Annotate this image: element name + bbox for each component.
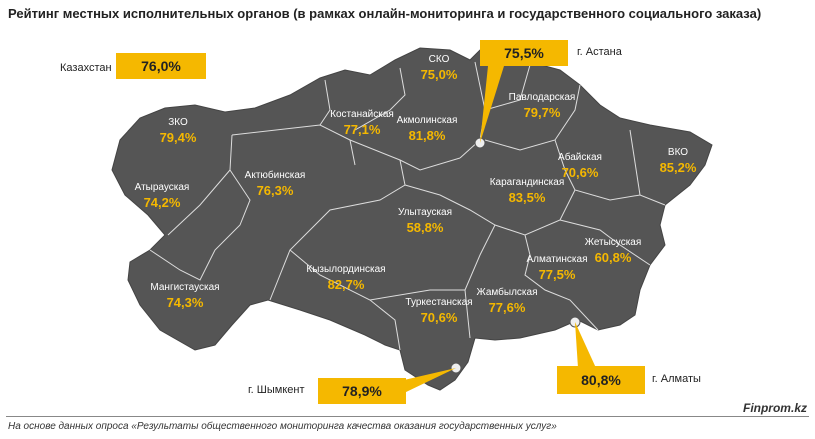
page-title: Рейтинг местных исполнительных органов (… (8, 6, 762, 21)
almaty-value: 80,8% (557, 366, 645, 394)
region-labels: СКО 75,0% ЗКО 79,4% Костанайская 77,1% Акмолин… (135, 54, 697, 325)
region-value-zhambyl: 77,6% (489, 300, 526, 315)
region-value-karaganda: 83,5% (509, 190, 546, 205)
shymkent-pointer (404, 368, 456, 393)
astana-value: 75,5% (480, 40, 568, 66)
region-value-atyrau: 74,2% (144, 195, 181, 210)
region-name-ulytau: Улытауская (398, 207, 452, 218)
almaty-pointer (575, 322, 596, 368)
country-shape (111, 47, 713, 391)
region-value-ulytau: 58,8% (407, 220, 444, 235)
region-name-abay: Абайская (558, 151, 602, 163)
region-name-mangystau: Мангистауская (150, 282, 219, 293)
astana-label: г. Астана (577, 46, 622, 58)
region-name-akmola: Акмолинская (397, 115, 458, 126)
kazakhstan-value: 76,0% (116, 53, 206, 79)
region-name-almaty-reg: Алматинская (527, 254, 588, 265)
region-value-turkestan: 70,6% (421, 310, 458, 325)
shymkent-label: г. Шымкент (248, 384, 305, 396)
astana-pointer (480, 66, 504, 143)
region-value-vko: 85,2% (660, 160, 697, 175)
region-name-zko: ЗКО (168, 117, 188, 128)
source-note: На основе данных опроса «Результаты обще… (8, 421, 557, 432)
region-name-pavlodar: Павлодарская (509, 92, 576, 103)
brand-logo: Finprom.kz (742, 401, 807, 415)
region-value-abay: 70,6% (562, 165, 599, 180)
footer-divider (6, 416, 809, 417)
kazakhstan-label: Казахстан (60, 62, 112, 74)
region-value-pavlodar: 79,7% (524, 105, 561, 120)
region-value-sko: 75,0% (421, 67, 458, 82)
region-borders (149, 61, 666, 351)
region-name-vko: ВКО (668, 147, 688, 158)
region-value-kyzylorda: 82,7% (328, 277, 365, 292)
region-value-kostanay: 77,1% (344, 122, 381, 137)
region-name-zhambyl: Жамбылская (477, 286, 538, 298)
almaty-label: г. Алматы (652, 373, 701, 385)
region-value-almaty-reg: 77,5% (539, 267, 576, 282)
region-name-atyrau: Атырауская (135, 182, 190, 193)
region-name-turkestan: Туркестанская (405, 297, 472, 308)
region-name-sko: СКО (429, 54, 450, 65)
region-value-zko: 79,4% (160, 130, 197, 145)
region-value-zhetysu: 60,8% (595, 250, 632, 265)
region-name-kyzylorda: Кызылординская (306, 264, 385, 275)
shymkent-value: 78,9% (318, 378, 406, 404)
region-value-aktobe: 76,3% (257, 183, 294, 198)
region-name-kostanay: Костанайская (330, 109, 394, 120)
region-value-akmola: 81,8% (409, 128, 446, 143)
region-value-mangystau: 74,3% (167, 295, 204, 310)
region-name-aktobe: Актюбинская (245, 169, 306, 181)
region-name-karaganda: Карагандинская (490, 177, 565, 188)
region-name-zhetysu: Жетысуская (585, 237, 642, 248)
